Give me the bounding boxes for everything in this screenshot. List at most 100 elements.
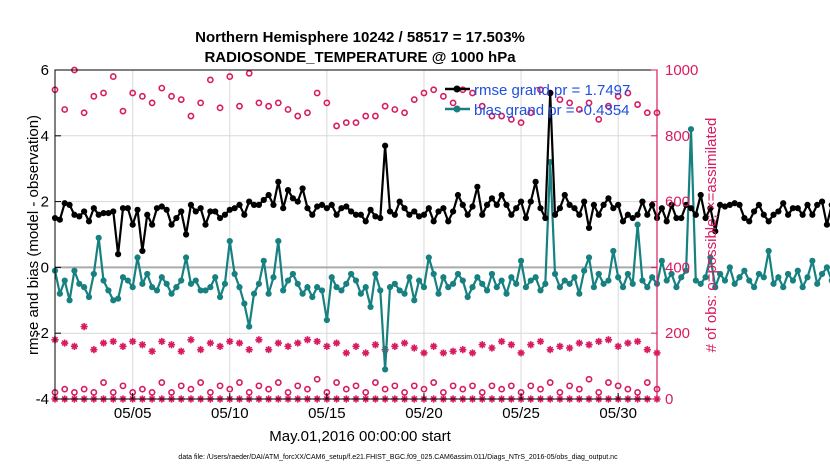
bias-point — [406, 274, 413, 281]
rmse-point — [673, 214, 680, 222]
bias-point — [775, 274, 782, 281]
rmse-point — [449, 208, 457, 215]
bias-point — [517, 257, 525, 264]
rmse-point — [547, 89, 554, 97]
obs-possible-marker — [236, 379, 243, 386]
rmse-point — [119, 205, 127, 212]
bias-point — [76, 280, 83, 287]
bias-point — [556, 284, 564, 291]
bias-point — [314, 284, 321, 291]
bias-point — [770, 280, 777, 287]
bias-point — [697, 280, 704, 287]
bias-point — [731, 280, 738, 287]
bias-point — [707, 254, 714, 261]
bias-point — [615, 274, 622, 281]
axes: 05/05 05/10 05/15 05/20 05/25 05/30 -4 -2 0 2 4 6 0 2… — [36, 62, 699, 422]
bias-point — [537, 287, 544, 294]
rmse-point — [139, 247, 146, 255]
rmse-point — [556, 205, 564, 212]
obs-possible-marker — [507, 382, 515, 390]
bias-point — [284, 277, 292, 284]
obs-assimilated-marker — [566, 344, 574, 352]
obs-possible-marker — [362, 112, 370, 120]
bias-series — [51, 126, 830, 373]
obs-possible-marker — [498, 385, 506, 393]
obs-assimilated-marker — [527, 341, 535, 349]
rmse-point — [76, 213, 83, 220]
y-axis-label-left: rmse and bias (model - observation) — [25, 115, 42, 355]
rmse-point — [85, 218, 93, 225]
rmse-point — [163, 206, 170, 213]
y-right-tick-label: 1000 — [665, 62, 698, 79]
obs-assimilated-marker — [585, 341, 593, 349]
obs-possible-marker — [614, 382, 622, 390]
obs-assimilated-marker — [61, 339, 69, 347]
rmse-point — [707, 205, 714, 212]
bias-point — [95, 234, 102, 241]
rmse-point — [639, 198, 646, 205]
obs-assimilated-marker — [381, 346, 389, 354]
rmse-point — [95, 211, 102, 218]
rmse-point — [741, 214, 748, 222]
rmse-point — [649, 201, 656, 208]
obs-possible-marker — [517, 119, 525, 127]
legend-entry-bias: bias grand pr = -0.4354 — [445, 102, 630, 119]
bias-point — [605, 277, 612, 284]
obs-possible-marker — [566, 99, 574, 107]
obs-possible-marker — [119, 382, 127, 390]
chart-title-line1: Northern Hemisphere 10242 / 58517 = 17.5… — [195, 29, 525, 46]
rmse-point — [755, 201, 763, 208]
obs-assimilated-marker — [129, 337, 137, 346]
rmse-point — [105, 210, 112, 217]
obs-possible-marker — [61, 106, 69, 113]
obs-possible-marker — [294, 112, 302, 120]
bias-point — [56, 290, 63, 297]
obs-possible-marker — [304, 385, 311, 393]
obs-possible-marker — [605, 102, 612, 110]
obs-assimilated-marker — [303, 336, 312, 344]
obs-possible-marker — [148, 389, 156, 396]
rmse-point — [406, 211, 413, 218]
bias-point — [144, 270, 151, 278]
bias-point — [702, 274, 709, 281]
rmse-point — [304, 205, 311, 212]
obs-possible-marker — [575, 106, 583, 113]
rmse-point — [746, 218, 753, 225]
obs-possible-marker — [381, 385, 389, 393]
rmse-point — [522, 214, 530, 222]
x-tick-label: 05/25 — [502, 405, 540, 422]
rmse-point — [333, 211, 340, 218]
obs-possible-marker — [439, 92, 447, 100]
rmse-point — [420, 211, 428, 218]
rmse-point — [517, 198, 525, 205]
bias-point — [275, 237, 282, 245]
x-tick-label: 05/30 — [599, 405, 637, 422]
rmse-point — [265, 191, 272, 199]
rmse-point — [182, 231, 190, 238]
obs-assimilated-marker — [498, 337, 506, 346]
bias-point — [498, 277, 505, 284]
bias-point — [668, 270, 675, 278]
rmse-point — [687, 205, 695, 212]
bias-point — [255, 280, 263, 287]
legend-label-rmse: rmse grand pr = 1.7497 — [474, 82, 630, 99]
obs-assimilated-marker — [430, 342, 438, 350]
rmse-point — [430, 218, 437, 225]
obs-assimilated-marker — [410, 344, 418, 352]
bias-point — [508, 274, 515, 281]
obs-assimilated-marker — [99, 339, 108, 347]
bias-point — [411, 297, 418, 304]
rmse-point — [81, 208, 88, 215]
rmse-point — [488, 195, 496, 202]
obs-possible-marker — [391, 382, 399, 390]
rmse-point — [226, 206, 233, 213]
obs-possible-marker — [605, 379, 612, 386]
bias-point — [226, 237, 233, 245]
rmse-point — [498, 191, 505, 199]
rmse-point — [299, 185, 306, 192]
obs-assimilated-marker — [624, 339, 632, 347]
rmse-point — [236, 201, 243, 208]
rmse-point — [537, 205, 544, 212]
obs-possible-marker — [391, 106, 399, 113]
bias-point — [799, 284, 806, 291]
